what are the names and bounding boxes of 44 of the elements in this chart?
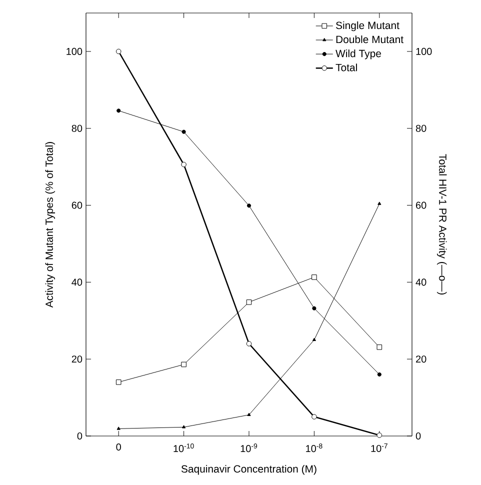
point bbox=[181, 162, 186, 168]
y2-tick-label: 20 bbox=[416, 356, 426, 363]
legend-label: Double Mutant bbox=[336, 35, 404, 44]
legend-label: Total bbox=[336, 64, 357, 72]
point bbox=[246, 300, 252, 305]
x-tick-label: 10$^{-8}$ bbox=[306, 444, 322, 452]
point bbox=[116, 108, 121, 113]
point bbox=[181, 362, 186, 368]
y2-tick-label: 0 bbox=[416, 432, 421, 440]
y2-tick-label: 40 bbox=[416, 278, 426, 286]
y2-axis-title: Total HIV-1 PR Activity (—o—) bbox=[436, 154, 447, 294]
point bbox=[312, 306, 316, 310]
y-tick-label: 80 bbox=[72, 124, 82, 132]
point bbox=[378, 202, 382, 205]
x-tick-label: 0 bbox=[116, 444, 121, 451]
x-tick-label: 10$^{-9}$ bbox=[240, 444, 258, 452]
y-tick-label: 0 bbox=[77, 432, 82, 440]
point bbox=[312, 338, 316, 342]
y-tick-label: 100 bbox=[66, 48, 82, 55]
y-tick-label: 20 bbox=[72, 356, 82, 363]
point bbox=[312, 414, 317, 420]
y2-tick-label: 100 bbox=[416, 48, 432, 55]
point bbox=[377, 372, 382, 377]
point bbox=[116, 380, 122, 385]
point bbox=[312, 274, 317, 280]
point bbox=[246, 341, 252, 346]
point bbox=[376, 432, 382, 438]
y-axis-title: Activity of Mutant Types (% of Total) bbox=[45, 142, 56, 308]
point bbox=[246, 204, 252, 208]
y-tick-label: 60 bbox=[72, 202, 82, 209]
point bbox=[182, 425, 186, 428]
y2-tick-label: 60 bbox=[416, 202, 426, 209]
x-tick-label: 10$^{-10}$ bbox=[174, 444, 194, 452]
point bbox=[116, 48, 122, 54]
x-tick-label: 10$^{-7}$ bbox=[371, 444, 388, 452]
point bbox=[182, 130, 186, 134]
point bbox=[376, 344, 382, 350]
point bbox=[247, 412, 251, 416]
legend-label: Wild Type bbox=[336, 50, 381, 60]
point bbox=[116, 426, 120, 430]
legend-label: Single Mutant bbox=[336, 21, 400, 32]
x-axis-title: Saquinavir Concentration (M) bbox=[181, 464, 316, 475]
y-tick-label: 40 bbox=[72, 278, 82, 286]
y2-tick-label: 80 bbox=[416, 124, 426, 132]
